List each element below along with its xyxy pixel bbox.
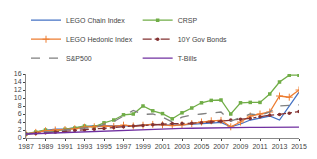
svg-text:1989: 1989 xyxy=(38,143,54,150)
svg-text:2011: 2011 xyxy=(252,143,267,150)
svg-text:LEGO Chain Index: LEGO Chain Index xyxy=(66,17,125,24)
svg-text:2013: 2013 xyxy=(272,143,288,150)
svg-text:2001: 2001 xyxy=(155,143,171,150)
svg-text:16: 16 xyxy=(14,70,22,77)
svg-text:1999: 1999 xyxy=(135,143,151,150)
svg-text:T-Bills: T-Bills xyxy=(178,55,198,62)
svg-text:1997: 1997 xyxy=(116,143,132,150)
svg-text:8: 8 xyxy=(18,102,22,109)
svg-text:LEGO Hedonic Index: LEGO Hedonic Index xyxy=(66,36,133,43)
svg-text:2: 2 xyxy=(18,126,22,133)
svg-text:1991: 1991 xyxy=(57,143,73,150)
svg-text:CRSP: CRSP xyxy=(178,17,198,24)
svg-text:4: 4 xyxy=(18,118,22,125)
svg-text:2005: 2005 xyxy=(194,143,210,150)
svg-text:1995: 1995 xyxy=(96,143,112,150)
svg-text:6: 6 xyxy=(18,110,22,117)
svg-text:1987: 1987 xyxy=(18,143,34,150)
svg-text:S&P500: S&P500 xyxy=(66,55,92,62)
svg-text:12: 12 xyxy=(14,86,22,93)
svg-text:2009: 2009 xyxy=(233,143,249,150)
svg-text:2015: 2015 xyxy=(291,143,307,150)
svg-text:10: 10 xyxy=(14,94,22,101)
svg-text:2007: 2007 xyxy=(213,143,229,150)
svg-text:0: 0 xyxy=(18,134,22,141)
svg-text:1993: 1993 xyxy=(77,143,93,150)
svg-text:10Y Gov Bonds: 10Y Gov Bonds xyxy=(178,36,227,43)
svg-text:2003: 2003 xyxy=(174,143,190,150)
svg-text:14: 14 xyxy=(14,78,22,85)
